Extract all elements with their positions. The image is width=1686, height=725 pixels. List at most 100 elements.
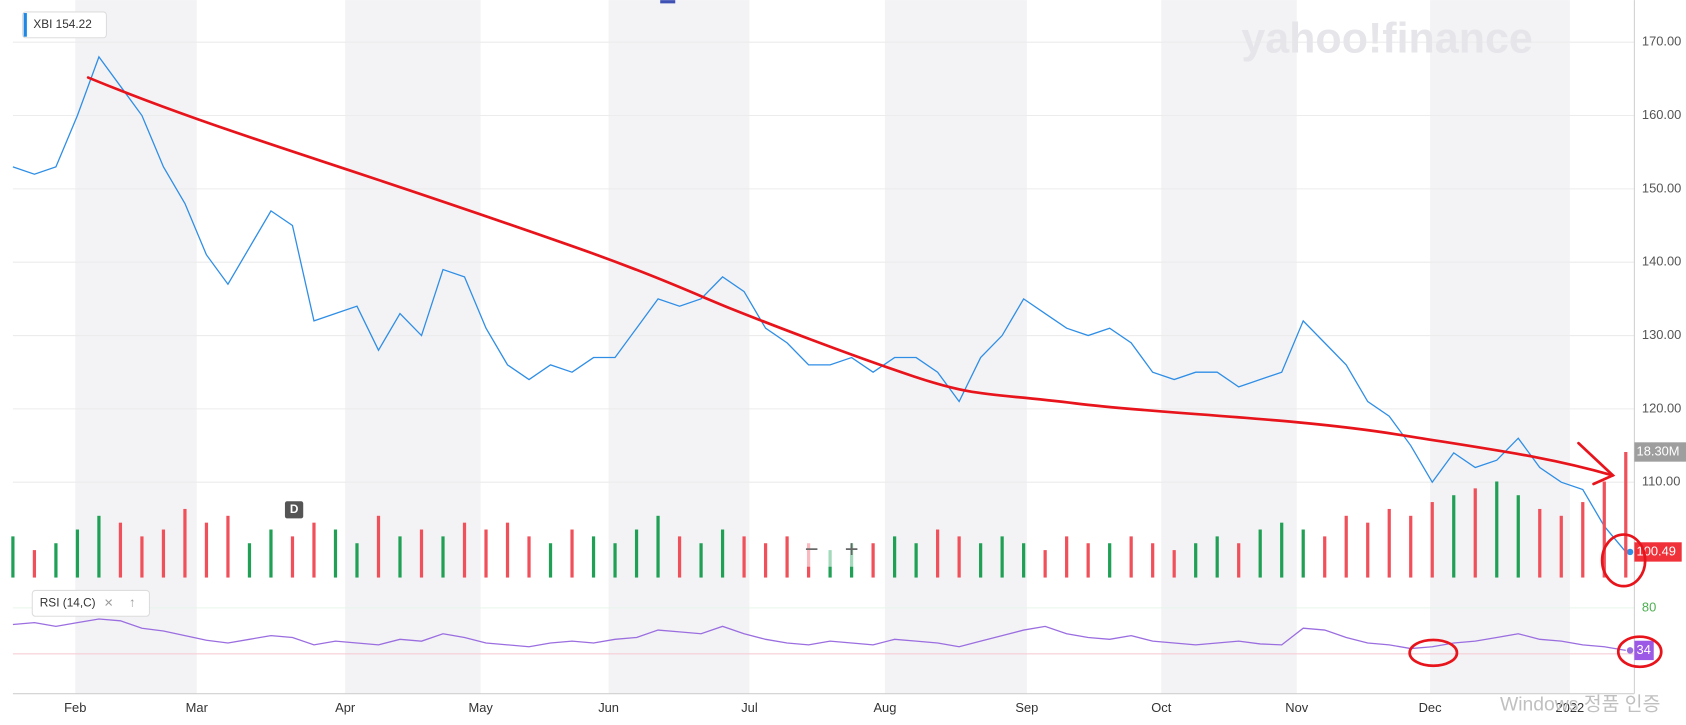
y-tick-label: 140.00 bbox=[1642, 254, 1681, 269]
x-tick-label: 2022 bbox=[1556, 700, 1585, 715]
volume-bar bbox=[527, 536, 531, 578]
volume-bar bbox=[398, 536, 402, 578]
volume-bar bbox=[871, 543, 875, 578]
last-value-box bbox=[1634, 442, 1686, 462]
volume-bar bbox=[75, 529, 80, 578]
volume-bar bbox=[914, 543, 918, 578]
last-value-label: 100.49 bbox=[1637, 543, 1676, 558]
legend-label: XBI 154.22 bbox=[33, 17, 91, 31]
volume-bar bbox=[1323, 536, 1327, 578]
volume-bar bbox=[656, 515, 660, 578]
volume-bar bbox=[1602, 481, 1606, 578]
volume-bar bbox=[1086, 543, 1090, 578]
x-tick-label: Feb bbox=[64, 700, 86, 715]
volume-bar bbox=[183, 508, 187, 578]
volume-bar bbox=[1151, 543, 1155, 578]
interval-button[interactable] bbox=[284, 501, 304, 519]
volume-bar bbox=[1022, 543, 1026, 578]
series-line bbox=[12, 55, 1627, 553]
volume-bar bbox=[613, 543, 617, 578]
volume-bar bbox=[1065, 536, 1069, 578]
volume-bar bbox=[720, 529, 725, 578]
x-tick-label: May bbox=[468, 700, 493, 715]
move-icon[interactable]: ↑ bbox=[129, 595, 135, 610]
volume-bar bbox=[226, 515, 230, 578]
month-band bbox=[1430, 0, 1570, 694]
volume-bar bbox=[462, 522, 467, 578]
axis-labels: Feb Mar Apr May Jun Jul Aug Sep Oct Nov Dec 2022 110… bbox=[64, 34, 1681, 716]
interval-label: D bbox=[290, 502, 299, 516]
volume-bar bbox=[548, 543, 553, 578]
volume-bar bbox=[441, 536, 445, 578]
volume-bar bbox=[1237, 543, 1241, 578]
circle-annotation bbox=[1408, 638, 1459, 668]
volume-bar bbox=[634, 529, 639, 578]
volume-bar bbox=[957, 536, 961, 578]
volume-bar bbox=[1344, 515, 1348, 578]
close-icon[interactable]: × bbox=[104, 594, 113, 611]
month-band bbox=[1161, 0, 1297, 694]
volume-bar bbox=[1409, 515, 1413, 578]
volume-bar bbox=[785, 536, 789, 578]
month-band bbox=[75, 0, 197, 694]
volume-bar bbox=[1430, 502, 1434, 578]
last-point bbox=[1626, 647, 1634, 654]
y-tick-label: 150.00 bbox=[1642, 180, 1681, 195]
zoom-in[interactable]: + bbox=[845, 537, 859, 563]
volume-bar bbox=[1215, 536, 1219, 578]
volume-bar bbox=[1043, 550, 1047, 578]
x-tick-label: Nov bbox=[1285, 700, 1308, 715]
x-tick-label: Sep bbox=[1015, 700, 1038, 715]
volume-bar bbox=[1495, 481, 1499, 578]
y-tick-label: 170.00 bbox=[1642, 34, 1681, 49]
trend-annotation bbox=[86, 76, 1615, 477]
marks bbox=[11, 55, 1686, 661]
volume-bar bbox=[1194, 543, 1198, 578]
y-tick-label: 110.00 bbox=[1642, 474, 1680, 489]
volume-bar bbox=[505, 522, 510, 578]
y-tick-label: 160.00 bbox=[1642, 107, 1681, 122]
x-tick-label: Jun bbox=[598, 700, 619, 715]
volume-bar bbox=[1129, 536, 1133, 578]
circle-annotation bbox=[1616, 635, 1663, 669]
x-tick-label: Jul bbox=[741, 700, 757, 715]
arrow-annotation bbox=[1577, 441, 1616, 486]
volume-bar bbox=[1366, 522, 1370, 578]
volume-bar bbox=[11, 536, 15, 578]
volume-bar bbox=[742, 536, 746, 578]
volume-bar bbox=[97, 515, 101, 578]
volume-bar bbox=[204, 522, 209, 578]
y-tick-label: 120.00 bbox=[1642, 400, 1681, 415]
volume-bar bbox=[1473, 488, 1477, 578]
last-point bbox=[1626, 548, 1634, 556]
volume-bar bbox=[763, 543, 768, 578]
volume-bar bbox=[161, 529, 166, 578]
volume-bar bbox=[677, 536, 682, 578]
volume-bar bbox=[1108, 543, 1112, 578]
volume-bar bbox=[376, 515, 381, 578]
volume-bar bbox=[312, 522, 316, 578]
volume-bar bbox=[1387, 508, 1391, 578]
volume-bar bbox=[54, 543, 58, 578]
volume-bar bbox=[419, 529, 424, 578]
x-tick-label: Oct bbox=[1151, 700, 1171, 715]
watermark: yahoo!finance bbox=[1241, 14, 1532, 62]
volume-bar bbox=[247, 543, 252, 578]
month-band bbox=[345, 0, 481, 694]
last-value-label: 18.30M bbox=[1637, 443, 1680, 458]
rsi-legend-box bbox=[31, 589, 150, 617]
volume-bar bbox=[699, 543, 703, 578]
zoom-control bbox=[793, 534, 871, 567]
volume-bar bbox=[1538, 508, 1542, 578]
volume-bar bbox=[32, 550, 37, 578]
volume-bar bbox=[355, 543, 359, 578]
y-tick-label: 80 bbox=[1642, 599, 1656, 614]
circle-annotation bbox=[1600, 533, 1647, 588]
volume-bar bbox=[979, 543, 983, 578]
hand-annotations bbox=[86, 76, 1663, 669]
x-tick-label: Dec bbox=[1419, 700, 1442, 715]
volume-bar bbox=[892, 536, 897, 578]
volume-bar bbox=[1559, 515, 1563, 578]
zoom-out[interactable]: − bbox=[805, 537, 819, 563]
volume-bar bbox=[1258, 529, 1262, 578]
